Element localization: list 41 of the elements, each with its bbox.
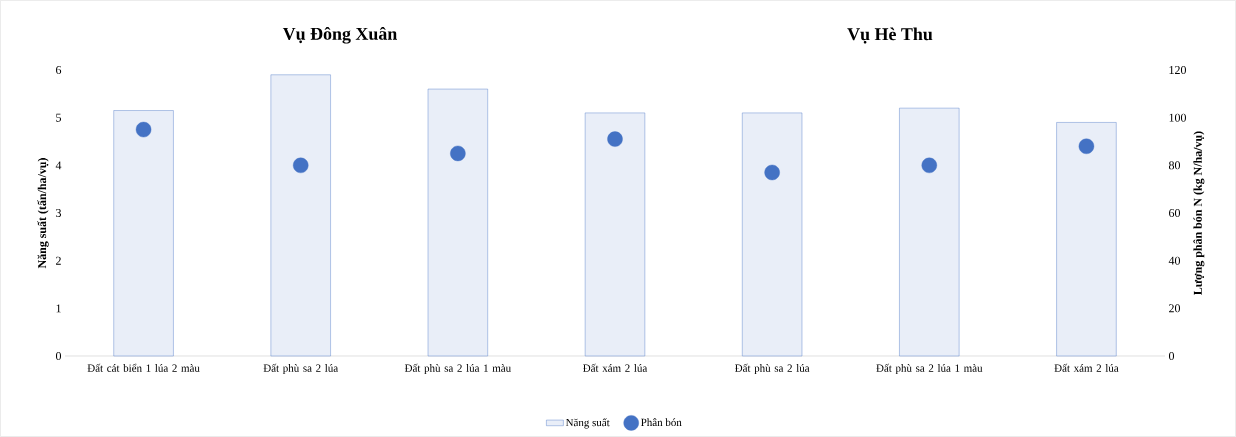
text: Vụ Hè Thu [847, 27, 933, 44]
bar [1056, 122, 1117, 357]
y-axis-title: Năng suất (tấn/ha/vụ) [37, 158, 49, 269]
bar [113, 110, 174, 357]
x-tick-label: Đất phù sa 2 lúa 1 màu [404, 363, 511, 375]
x-tick-label: Đất phù sa 2 lúa [263, 363, 338, 375]
y-tick-label: 4 [55, 161, 62, 170]
point [1078, 138, 1095, 154]
y2-tick-label: 120 [1169, 65, 1186, 75]
y-tick-label: 6 [56, 65, 62, 75]
bar [427, 88, 488, 357]
bar [584, 112, 646, 357]
x-tick-label: Đất phù sa 2 lúa 1 màu [876, 363, 983, 375]
point [764, 164, 780, 181]
x-tick-label: Đất xám 2 lúa [583, 363, 648, 372]
x-tick-label: Đất cát biển 1 lúa 2 màu [87, 363, 200, 372]
legend-label: Năng suất [565, 418, 610, 429]
point [135, 121, 152, 138]
y2-tick-label: 40 [1168, 256, 1181, 265]
x-tick-label: Đất xám 2 lúa [1054, 363, 1119, 372]
y-tick-label: 2 [56, 256, 61, 265]
bar [270, 74, 331, 357]
text: Vụ Đông Xuân [282, 27, 397, 44]
y2-tick-label: 0 [1168, 351, 1175, 361]
y-tick-label: 1 [56, 304, 61, 313]
legend-label: Phân bón [641, 418, 682, 427]
y2-axis-title: Lượng phân bón N (kg N/ha/vụ) [1193, 131, 1205, 295]
x-tick-label: Đất phù sa 2 lúa [734, 363, 810, 375]
y-tick-label: 0 [55, 351, 62, 361]
y2-tick-label: 60 [1169, 208, 1181, 218]
bar [899, 107, 960, 357]
y2-tick-label: 80 [1168, 161, 1181, 170]
y2-tick-label: 100 [1169, 113, 1186, 122]
point [450, 145, 466, 162]
bar [742, 112, 803, 357]
point [921, 157, 937, 174]
point [293, 157, 309, 174]
y2-tick-label: 20 [1169, 304, 1181, 313]
y-tick-label: 3 [56, 208, 62, 218]
y-tick-label: 5 [56, 113, 62, 122]
point [607, 131, 623, 147]
